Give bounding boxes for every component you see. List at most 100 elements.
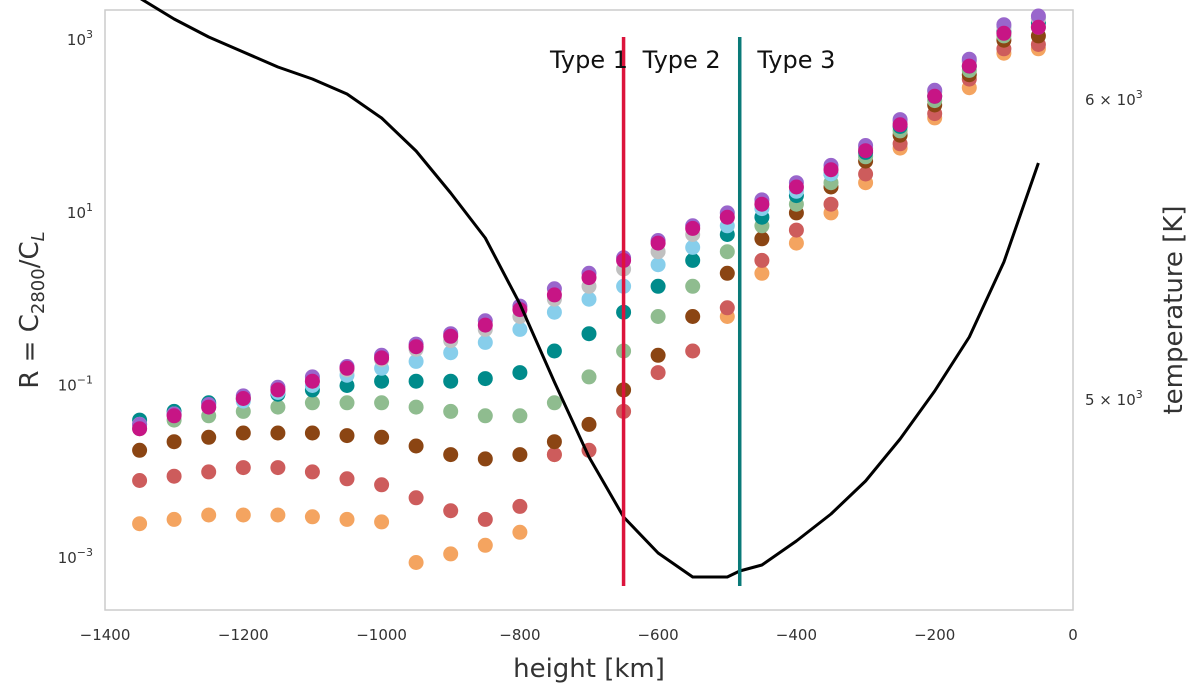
- point-rose-4: [270, 460, 286, 476]
- point-rose-9: [443, 503, 459, 519]
- point-sage-16: [685, 278, 701, 294]
- point-brown-0: [132, 442, 148, 458]
- point-magenta-18: [754, 196, 770, 212]
- point-magenta-24: [961, 58, 977, 74]
- point-sky-16: [685, 239, 701, 255]
- point-sky-13: [581, 291, 597, 307]
- point-rose-6: [339, 471, 355, 487]
- x-tick-label: −400: [776, 626, 817, 644]
- temperature-line: [140, 0, 1040, 579]
- point-brown-6: [339, 428, 355, 444]
- point-teal-15: [650, 278, 666, 294]
- point-magenta-25: [996, 25, 1012, 41]
- point-magenta-23: [927, 88, 943, 104]
- x-axis-label: height [km]: [513, 654, 665, 684]
- point-magenta-26: [1030, 19, 1046, 35]
- point-magenta-3: [235, 391, 251, 406]
- point-sage-3: [235, 403, 251, 419]
- type-1-label: Type 1: [549, 46, 628, 74]
- point-orange-19: [788, 235, 804, 251]
- point-magenta-9: [443, 328, 459, 344]
- point-rose-7: [374, 477, 390, 493]
- point-brown-18: [754, 231, 770, 247]
- plot-area: [104, 9, 1074, 611]
- point-orange-9: [443, 546, 459, 562]
- point-sage-10: [477, 408, 493, 424]
- point-magenta-13: [581, 270, 597, 286]
- point-sky-11: [512, 321, 528, 337]
- y-tick-label: 10−1: [58, 374, 93, 395]
- y-tick-label: 10−3: [58, 546, 93, 567]
- point-teal-10: [477, 371, 493, 387]
- point-orange-8: [408, 555, 424, 570]
- point-magenta-0: [132, 421, 148, 437]
- markers-layer: [132, 8, 1046, 570]
- point-teal-9: [443, 373, 459, 389]
- point-magenta-6: [339, 360, 355, 376]
- point-rose-21: [858, 166, 874, 182]
- x-tick-label: −1400: [80, 626, 131, 644]
- point-sage-11: [512, 408, 528, 424]
- point-teal-6: [339, 378, 355, 393]
- point-sage-17: [719, 244, 735, 260]
- point-magenta-2: [201, 399, 217, 415]
- point-orange-10: [477, 537, 493, 553]
- point-magenta-1: [166, 408, 182, 424]
- point-orange-5: [304, 509, 320, 525]
- point-rose-18: [754, 252, 770, 268]
- point-brown-12: [546, 434, 562, 450]
- point-teal-16: [685, 252, 701, 268]
- point-rose-2: [201, 464, 217, 480]
- point-sage-13: [581, 369, 597, 385]
- point-rose-1: [166, 468, 182, 484]
- point-orange-3: [235, 507, 251, 523]
- point-sky-10: [477, 334, 493, 350]
- x-tick-label: −1000: [356, 626, 407, 644]
- y2-axis-label: temperature [K]: [1159, 205, 1189, 414]
- point-magenta-15: [650, 235, 666, 251]
- point-orange-18: [754, 265, 770, 281]
- point-sky-8: [408, 353, 424, 369]
- point-teal-13: [581, 326, 597, 342]
- point-magenta-22: [892, 117, 908, 133]
- point-brown-7: [374, 429, 390, 445]
- point-orange-11: [512, 524, 528, 540]
- point-brown-17: [719, 265, 735, 281]
- point-sky-9: [443, 345, 459, 361]
- point-brown-15: [650, 347, 666, 363]
- point-sage-9: [443, 403, 459, 419]
- point-brown-4: [270, 425, 286, 441]
- point-orange-6: [339, 511, 355, 527]
- point-magenta-5: [304, 373, 320, 389]
- y2-tick-label: 5 × 103: [1085, 388, 1143, 409]
- point-magenta-16: [685, 220, 701, 236]
- point-brown-8: [408, 438, 424, 454]
- point-orange-7: [374, 514, 390, 530]
- type-3-label: Type 3: [756, 46, 835, 74]
- point-magenta-4: [270, 382, 286, 398]
- point-teal-8: [408, 373, 424, 389]
- point-rose-20: [823, 196, 839, 212]
- point-orange-1: [166, 511, 182, 527]
- point-violet-26: [1030, 8, 1046, 24]
- y-axis-label: R = C2800/CL: [15, 231, 49, 388]
- point-brown-10: [477, 451, 493, 467]
- y-tick-label: 103: [67, 28, 93, 49]
- axes-layer: −1400 −1200 −1000 −800 −600 −400 −200 0 10−3 10−1…: [58, 28, 1143, 644]
- point-rose-19: [788, 222, 804, 238]
- x-tick-label: 0: [1068, 626, 1078, 644]
- point-sage-4: [270, 399, 286, 415]
- point-rose-5: [304, 464, 320, 480]
- point-magenta-8: [408, 339, 424, 355]
- point-magenta-21: [858, 143, 874, 159]
- type-2-label: Type 2: [642, 46, 721, 74]
- point-teal-11: [512, 365, 528, 381]
- point-brown-1: [166, 434, 182, 450]
- point-magenta-7: [374, 350, 390, 366]
- point-sage-8: [408, 399, 424, 415]
- point-rose-11: [512, 498, 528, 514]
- point-brown-9: [443, 447, 459, 463]
- point-magenta-19: [788, 179, 804, 195]
- point-sage-6: [339, 395, 355, 411]
